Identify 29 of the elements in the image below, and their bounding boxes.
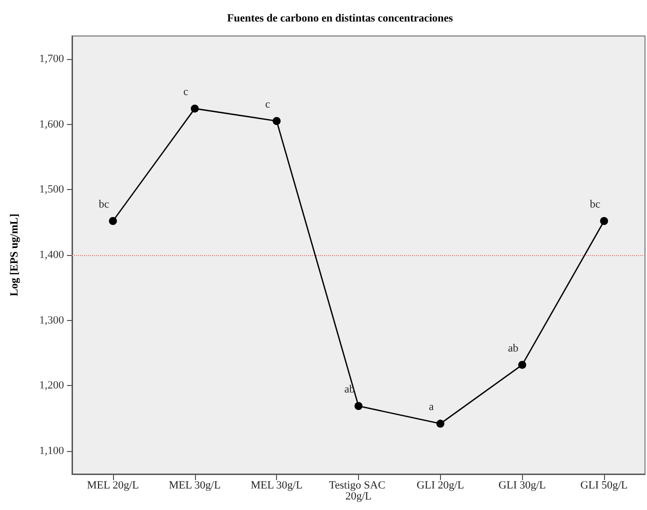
x-tick-label: MEL 20g/L — [87, 480, 140, 492]
x-tick-label: MEL 30g/L — [250, 480, 303, 492]
y-tick-label: 1,400 — [39, 249, 64, 261]
point — [354, 402, 362, 410]
x-tick-label: Testigo SAC 20g/L — [328, 480, 388, 502]
point — [272, 116, 281, 125]
point — [190, 104, 199, 113]
point — [518, 360, 526, 369]
chart-title: Fuentes de carbono en distintas concentraciones — [227, 12, 454, 24]
data-label: c — [265, 98, 270, 110]
y-tick-label: 1,700 — [39, 52, 64, 65]
data-label: a — [428, 401, 434, 414]
point — [108, 217, 117, 226]
data-label: c — [183, 86, 188, 98]
data-label: ab — [508, 342, 519, 354]
point — [436, 420, 444, 428]
y-tick-label: 1,500 — [39, 184, 64, 196]
x-tick-label: GLI 30g/L — [498, 480, 546, 492]
x-tick-label: GLI 50g/L — [580, 480, 628, 492]
y-tick-label: 1,300 — [39, 314, 64, 326]
y-axis-title: Log [EPS ug/mL] — [8, 214, 20, 296]
y-tick-label: 1,200 — [39, 380, 64, 392]
data-label: bc — [98, 198, 110, 211]
data-label: bc — [590, 198, 600, 211]
point — [600, 217, 608, 226]
y-tick-label: 1,600 — [39, 118, 64, 130]
y-tick-label: 1,100 — [39, 445, 64, 458]
x-tick-label: MEL 30g/L — [168, 480, 221, 492]
x-tick-label: GLI 20g/L — [416, 480, 464, 492]
